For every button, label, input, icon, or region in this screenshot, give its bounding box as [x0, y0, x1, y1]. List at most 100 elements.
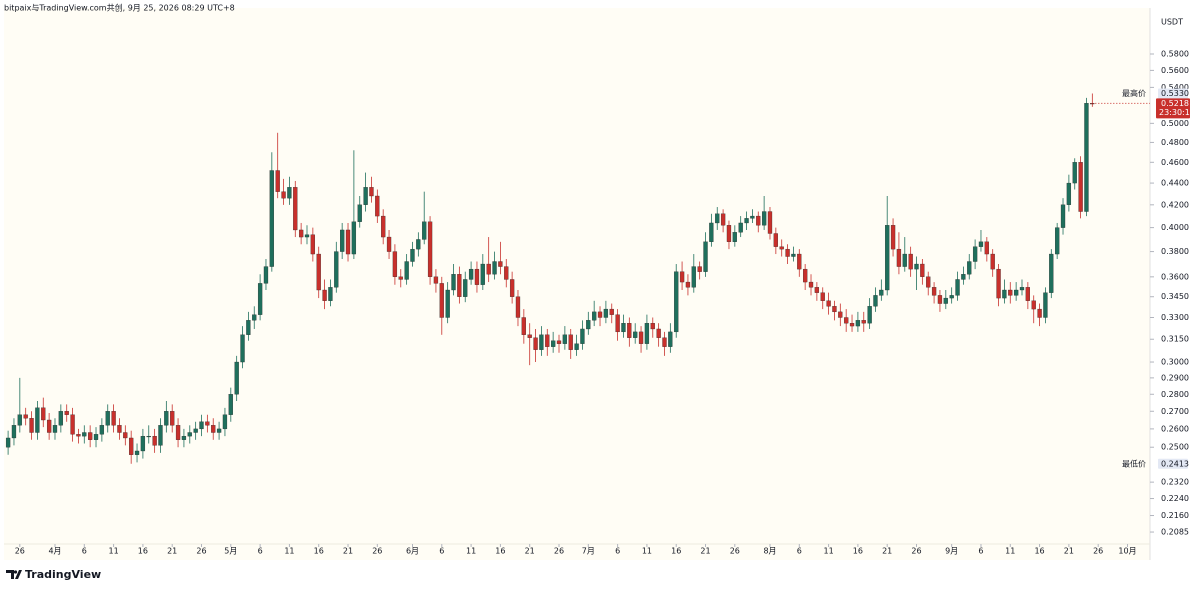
candle-body	[99, 425, 105, 435]
candle-body	[691, 266, 696, 288]
candle-body	[674, 271, 679, 333]
candle-body	[937, 295, 943, 304]
candle-body	[480, 263, 485, 285]
candle-body	[791, 253, 796, 257]
candle-body	[263, 266, 269, 284]
candle-body	[832, 306, 837, 313]
candle-body	[650, 323, 655, 330]
candle-body	[1078, 162, 1083, 212]
x-tick-label: 16	[671, 547, 681, 556]
x-tick-label: 26	[1093, 547, 1103, 556]
candle-body	[615, 314, 620, 333]
y-tick-label: 0.5800	[1161, 49, 1189, 58]
candle-body	[797, 253, 802, 270]
candle-body	[246, 320, 251, 335]
x-tick-label: 16	[138, 547, 148, 556]
candle-body	[304, 234, 310, 238]
candle-body	[1060, 204, 1066, 228]
x-tick-label: 16	[495, 547, 505, 556]
candle-body	[597, 311, 603, 318]
x-tick-label: 11	[824, 547, 834, 556]
candle-body	[1055, 227, 1060, 255]
candle-body	[580, 328, 585, 344]
candle-body	[656, 328, 661, 338]
x-tick-label: 6	[615, 547, 620, 556]
candle-body	[222, 414, 228, 430]
candle-body	[592, 311, 597, 321]
candle-body	[609, 308, 614, 315]
candle-body	[785, 248, 790, 257]
candle-body	[316, 253, 321, 291]
x-tick-label: 5月	[224, 547, 237, 556]
x-tick-label: 16	[853, 547, 863, 556]
candle-body	[773, 233, 778, 247]
candle-body	[322, 289, 327, 301]
candle-body	[134, 450, 140, 455]
candle-body	[709, 222, 714, 242]
candle-body	[1025, 287, 1030, 301]
x-tick-label: 21	[525, 547, 535, 556]
y-tick-label: 0.2320	[1161, 478, 1189, 487]
x-tick-label: 26	[911, 547, 921, 556]
candle-body	[140, 435, 146, 452]
x-tick-label: 6	[258, 547, 263, 556]
candle-body	[715, 213, 720, 224]
candle-body	[679, 271, 685, 283]
candle-body	[392, 251, 398, 277]
x-tick-label: 11	[466, 547, 476, 556]
candle-body	[46, 419, 52, 433]
brand: TradingView	[25, 568, 101, 581]
y-tick-label: 0.2160	[1161, 511, 1189, 520]
candle-body	[779, 246, 784, 250]
countdown: 23:30:19	[1159, 108, 1195, 117]
x-tick-label: 26	[372, 547, 382, 556]
candle-body	[199, 421, 204, 430]
candle-body	[633, 331, 638, 338]
x-tick-label: 21	[882, 547, 892, 556]
candle-body	[984, 241, 989, 255]
candle-body	[474, 268, 480, 285]
candle-body	[949, 295, 954, 299]
candle-body	[158, 425, 163, 446]
y-tick-label: 0.3450	[1161, 292, 1189, 301]
candle-body	[761, 211, 767, 226]
candle-body	[463, 279, 468, 297]
candle-body	[767, 211, 773, 234]
candle-body	[943, 297, 948, 304]
x-tick-label: 21	[700, 547, 710, 556]
candle-body	[890, 225, 896, 250]
candle-body	[662, 337, 667, 347]
candle-body	[1072, 162, 1077, 184]
candle-body	[726, 225, 732, 242]
candle-body	[896, 248, 902, 267]
candle-body	[1066, 182, 1072, 205]
candle-body	[498, 261, 503, 267]
candle-body	[29, 418, 34, 433]
candle-body	[439, 283, 444, 318]
candle-body	[105, 411, 110, 426]
candle-body	[732, 232, 737, 242]
candle-body	[433, 276, 439, 284]
candle-body	[1090, 103, 1095, 105]
candle-body	[269, 170, 274, 267]
x-tick-label: 21	[343, 547, 353, 556]
y-tick-label: 0.3000	[1161, 358, 1189, 367]
candle-body	[164, 411, 169, 426]
candle-body	[756, 215, 761, 226]
candle-body	[181, 435, 187, 440]
x-tick-label: 11	[284, 547, 294, 556]
candle-body	[422, 221, 427, 240]
candle-body	[23, 414, 28, 419]
candle-body	[351, 221, 357, 255]
candle-body	[1049, 253, 1054, 293]
y-tick-label: 0.5000	[1161, 119, 1189, 128]
y-tick-label: 0.3150	[1161, 335, 1189, 344]
candle-body	[803, 268, 808, 283]
x-tick-label: 21	[1064, 547, 1074, 556]
x-tick-label: 6	[797, 547, 802, 556]
currency: USDT	[1161, 18, 1183, 27]
candle-body	[381, 215, 386, 238]
candle-body	[509, 279, 515, 297]
candle-body	[720, 213, 726, 226]
